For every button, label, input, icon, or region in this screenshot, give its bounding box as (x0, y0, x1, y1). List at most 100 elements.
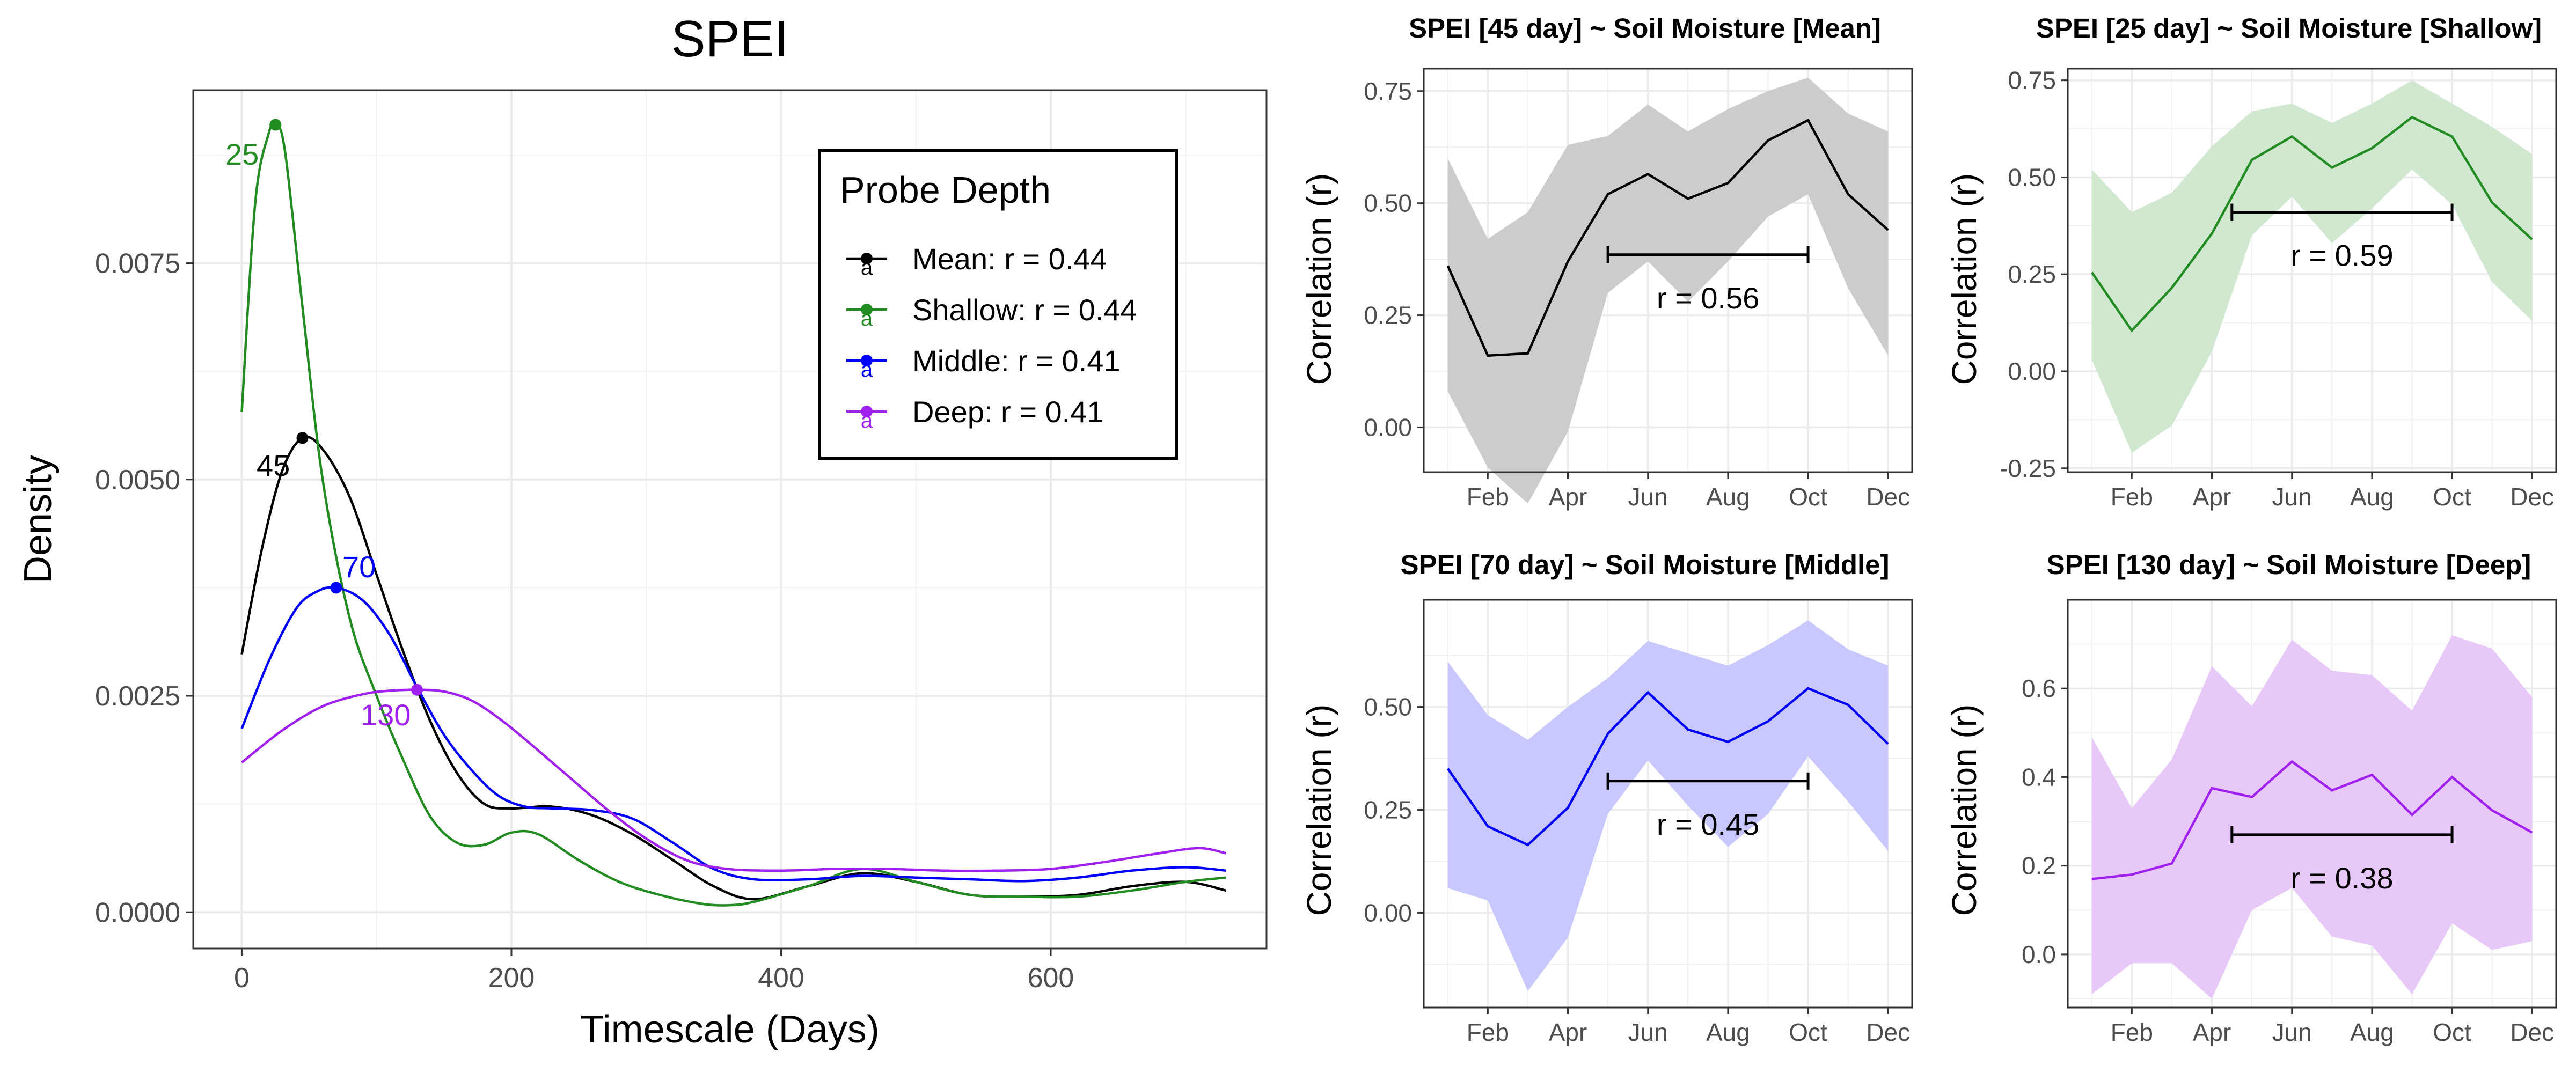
panel-title: SPEI [70 day] ~ Soil Moisture [Middle] (1400, 549, 1889, 580)
x-tick-label: Oct (1789, 483, 1827, 511)
density-chart-title: SPEI (671, 10, 789, 68)
peak-point-shallow (269, 119, 282, 131)
density-series (240, 119, 1227, 907)
panel-r-label: r = 0.59 (2290, 239, 2393, 273)
legend-key-glyph: a (861, 307, 873, 330)
panel-y-axis-title: Correlation (r) (1300, 704, 1338, 916)
panel-plot: Feb Apr Jun Aug Oct Dec 0.0 0.2 0.4 0.6 (2022, 599, 2557, 1046)
x-tick-label: Feb (2111, 483, 2153, 511)
confidence-ribbon (2091, 80, 2533, 453)
x-tick-label: Apr (2193, 1018, 2231, 1046)
density-y-axis-title: Density (17, 455, 60, 584)
panel-y-axis-title: Correlation (r) (1945, 704, 1984, 916)
correlation-line (1446, 687, 1889, 847)
peak-label-middle: 70 (342, 550, 376, 584)
x-tick-label: Feb (1467, 483, 1509, 511)
y-tick-label: 0.0050 (95, 465, 180, 496)
y-tick-label: 0.0075 (95, 248, 180, 280)
legend-key-glyph: a (861, 256, 873, 280)
peak-point-middle (330, 582, 342, 594)
y-tick-label: 0.50 (2008, 163, 2056, 191)
peak-label-mean: 45 (257, 449, 290, 482)
confidence-ribbon (2091, 635, 2533, 999)
panel-border (2067, 68, 2557, 473)
legend-title: Probe Depth (840, 169, 1051, 211)
density-y-axis: 0.0000 0.0025 0.0050 0.0075 (95, 248, 193, 928)
x-tick-label: 400 (758, 962, 804, 994)
legend-key-point (861, 406, 873, 417)
x-tick-label: 0 (234, 962, 250, 994)
peak-label-shallow: 25 (225, 137, 259, 171)
legend: Probe Depth a a a a Mean: r = 0.44 Shallow:… (818, 149, 1178, 460)
y-tick-label: 0.25 (2008, 260, 2056, 288)
x-tick-label: Oct (2433, 483, 2471, 511)
x-tick-label: Feb (1467, 1018, 1509, 1046)
y-tick-label: 0.25 (1364, 796, 1412, 824)
x-tick-label: 600 (1028, 962, 1074, 994)
peak-point-mean (296, 432, 309, 444)
y-tick-label: 0.00 (2008, 357, 2056, 385)
panel-title: SPEI [45 day] ~ Soil Moisture [Mean] (1409, 13, 1881, 43)
density-line-shallow (240, 121, 1226, 907)
y-tick-label: 0.0 (2022, 940, 2056, 968)
legend-key-glyph: a (861, 358, 873, 381)
correlation-line (2090, 115, 2533, 333)
x-tick-label: Dec (2510, 483, 2554, 511)
y-tick-label: 0.2 (2022, 852, 2056, 880)
panel-title: SPEI [25 day] ~ Soil Moisture [Shallow] (2036, 13, 2542, 43)
panel-border (1423, 599, 1913, 1009)
y-tick-label: 0.0025 (95, 681, 180, 712)
legend-key-point (861, 304, 873, 315)
x-tick-label: Jun (1628, 1018, 1668, 1046)
x-tick-label: Aug (1706, 483, 1750, 511)
density-line-middle (240, 586, 1226, 883)
x-tick-label: Aug (2350, 1018, 2394, 1046)
density-x-axis: 0 200 400 600 (234, 949, 1074, 994)
legend-entry-deep: Deep: r = 0.41 (912, 395, 1103, 429)
legend-entry-shallow: Shallow: r = 0.44 (912, 293, 1137, 327)
legend-entry-middle: Middle: r = 0.41 (912, 344, 1121, 378)
density-chart: SPEI 0 200 400 600 0.0000 0.0025 0.0050 0.0075… (17, 10, 1268, 1051)
x-tick-label: Aug (1706, 1018, 1750, 1046)
correlation-line (1446, 119, 1889, 357)
correlation-line (2091, 760, 2533, 880)
panel-r-label: r = 0.38 (2290, 861, 2393, 895)
y-tick-label: 0.75 (1364, 77, 1412, 105)
y-tick-label: 0.50 (1364, 189, 1412, 217)
y-tick-label: 0.75 (2008, 67, 2056, 94)
panel-r-label: r = 0.45 (1657, 807, 1759, 841)
x-tick-label: Jun (2272, 1018, 2312, 1046)
panel-middle: Feb Apr Jun Aug Oct Dec 0.00 0.25 0.50 SPEI [70 … (1300, 549, 1913, 1046)
legend-key-glyph: a (861, 409, 873, 432)
legend-box (818, 149, 1178, 460)
panel-border (1423, 68, 1913, 473)
legend-entry-mean: Mean: r = 0.44 (912, 242, 1107, 276)
x-tick-label: Feb (2111, 1018, 2153, 1046)
y-tick-label: 0.50 (1364, 693, 1412, 721)
y-tick-label: 0.4 (2022, 763, 2056, 791)
x-tick-label: Apr (1549, 1018, 1587, 1046)
y-tick-label: 0.00 (1364, 899, 1412, 927)
x-tick-label: Jun (2272, 483, 2312, 511)
panel-r-label: r = 0.56 (1657, 281, 1759, 315)
legend-keys: a a a a (846, 253, 887, 432)
y-tick-label: 0.00 (1364, 413, 1412, 441)
panel-y-axis-title: Correlation (r) (1945, 173, 1984, 385)
panel-shallow: Feb Apr Jun Aug Oct Dec-0.250.000.250.500.75 … (1945, 13, 2557, 511)
panel-plot: Feb Apr Jun Aug Oct Dec -0.25 0.00 0.25 0.50 0.75 (2000, 67, 2557, 511)
density-plot-border (192, 89, 1268, 950)
x-tick-label: Oct (2433, 1018, 2471, 1046)
x-tick-label: Apr (2193, 483, 2231, 511)
density-x-axis-title: Timescale (Days) (580, 1008, 879, 1051)
peak-label-deep: 130 (361, 698, 411, 732)
x-tick-label: Dec (1866, 1018, 1910, 1046)
x-tick-label: Oct (1789, 1018, 1827, 1046)
peak-point-deep (411, 684, 423, 696)
y-tick-label: 0.0000 (95, 897, 180, 928)
panel-title: SPEI [130 day] ~ Soil Moisture [Deep] (2047, 549, 2531, 580)
x-tick-label: Dec (2510, 1018, 2554, 1046)
y-tick-label: -0.25 (2000, 454, 2056, 482)
x-tick-label: Jun (1628, 483, 1668, 511)
panel-mean: Feb Apr Jun Aug Oct Dec 0.00 0.25 0.50 0.75 SPEI … (1300, 13, 1913, 511)
